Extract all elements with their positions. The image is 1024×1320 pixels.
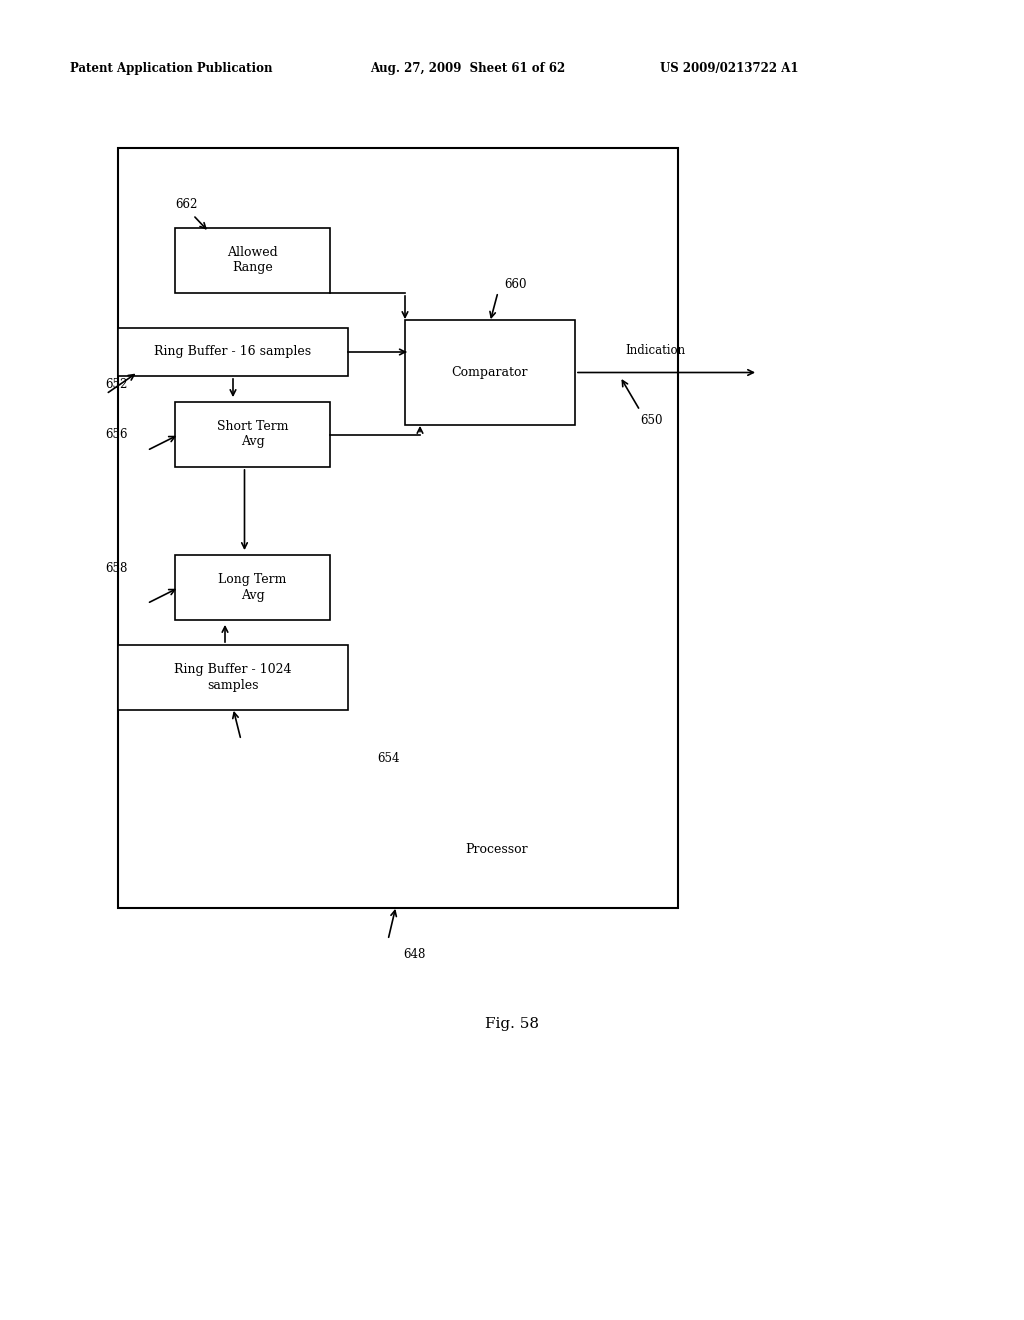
Text: Short Term
Avg: Short Term Avg [217,421,288,449]
Bar [175,554,330,620]
Text: 652: 652 [105,378,127,391]
Text: Ring Buffer - 1024
samples: Ring Buffer - 1024 samples [174,664,292,692]
Bar [175,228,330,293]
Text: Fig. 58: Fig. 58 [485,1016,539,1031]
Text: Ring Buffer - 16 samples: Ring Buffer - 16 samples [155,346,311,359]
Text: Allowed
Range: Allowed Range [227,247,278,275]
Bar [118,327,348,376]
Text: 660: 660 [504,279,526,290]
Text: 648: 648 [403,948,425,961]
Bar [175,403,330,467]
Text: 656: 656 [105,428,128,441]
Text: Processor: Processor [465,843,527,855]
Text: 650: 650 [640,414,663,428]
Text: 662: 662 [175,198,198,211]
Bar [118,148,678,908]
Text: Long Term
Avg: Long Term Avg [218,573,287,602]
Text: 654: 654 [377,752,399,766]
Text: 658: 658 [105,562,127,576]
Bar [118,645,348,710]
Text: US 2009/0213722 A1: US 2009/0213722 A1 [660,62,799,75]
Text: Comparator: Comparator [452,366,528,379]
Text: Indication: Indication [625,345,685,358]
Text: Aug. 27, 2009  Sheet 61 of 62: Aug. 27, 2009 Sheet 61 of 62 [370,62,565,75]
Bar [406,319,575,425]
Text: Patent Application Publication: Patent Application Publication [70,62,272,75]
